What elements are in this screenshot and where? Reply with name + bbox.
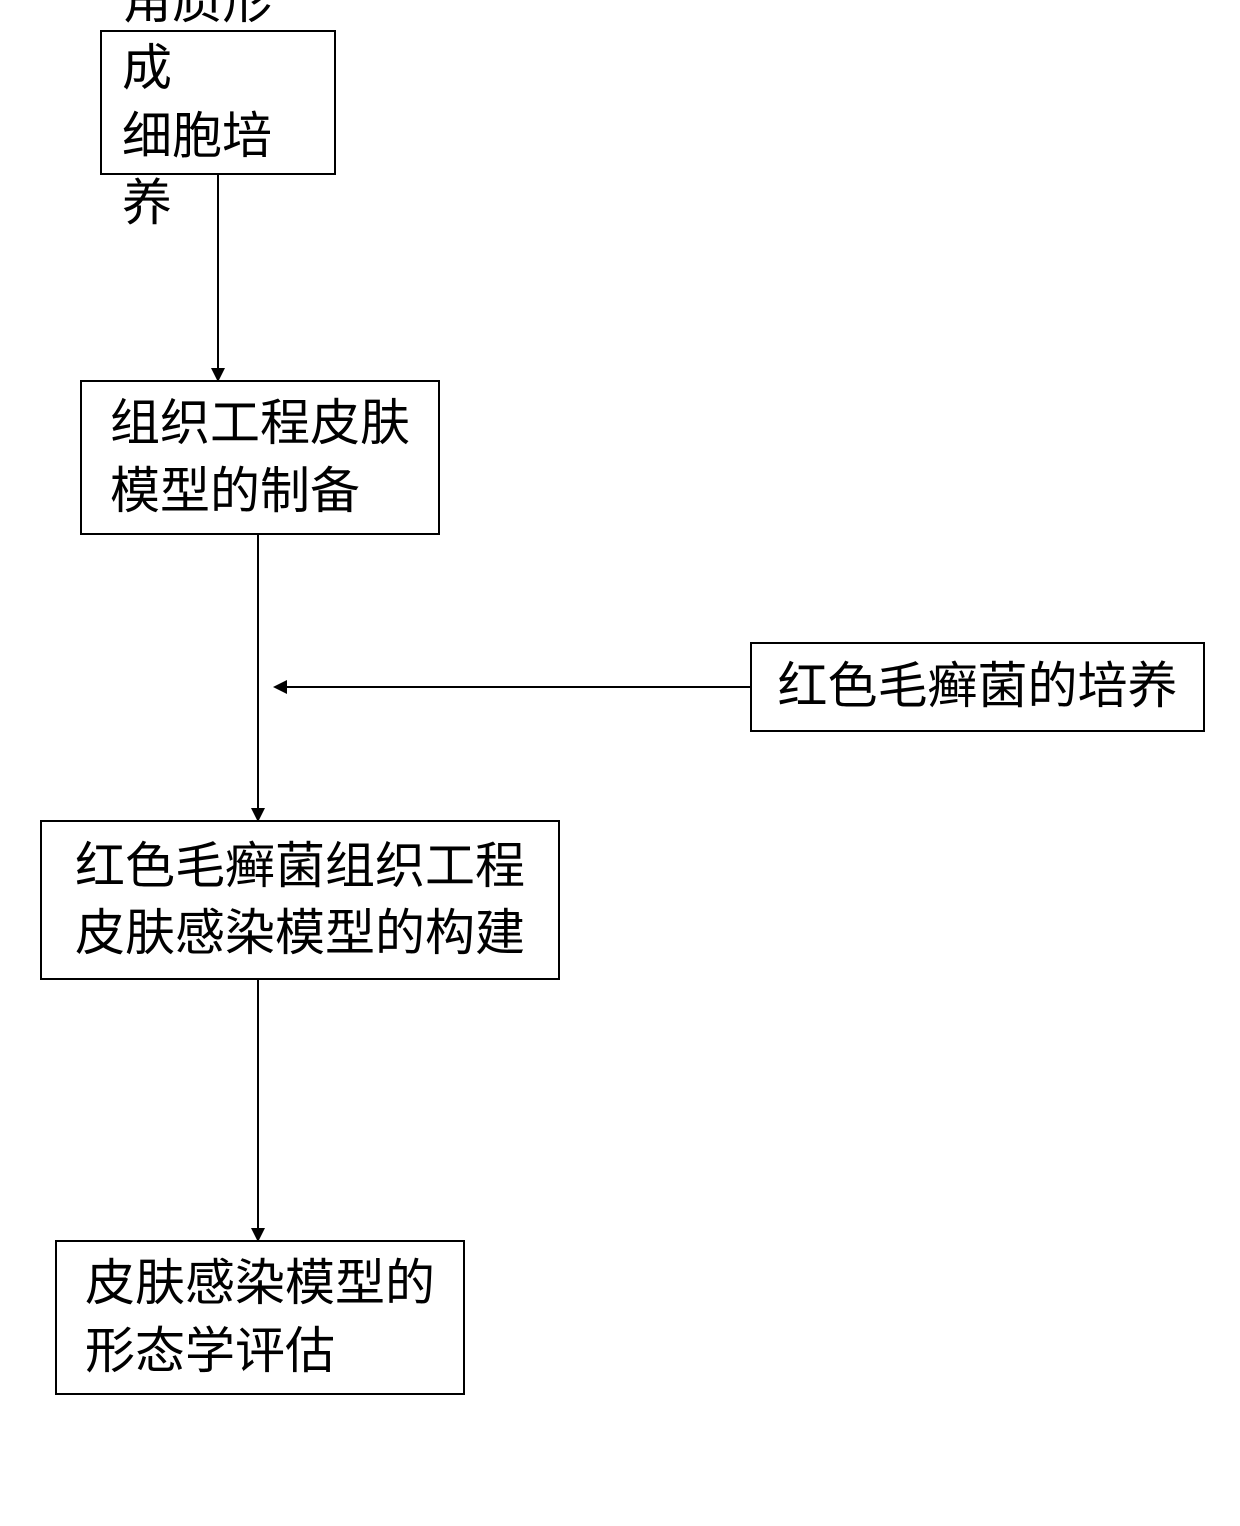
node-label: 皮肤感染模型的 形态学评估 bbox=[85, 1250, 435, 1385]
flowchart-node-n2: 组织工程皮肤 模型的制备 bbox=[80, 380, 440, 535]
node-label: 组织工程皮肤 模型的制备 bbox=[110, 390, 410, 525]
flowchart-container: 角质形成 细胞培养组织工程皮肤 模型的制备红色毛癣菌的培养红色毛癣菌组织工程 皮… bbox=[0, 0, 1240, 1526]
node-label: 红色毛癣菌的培养 bbox=[778, 653, 1178, 721]
flowchart-node-n1: 角质形成 细胞培养 bbox=[100, 30, 336, 175]
flowchart-node-n4: 红色毛癣菌组织工程 皮肤感染模型的构建 bbox=[40, 820, 560, 980]
flowchart-node-n3: 红色毛癣菌的培养 bbox=[750, 642, 1205, 732]
node-label: 红色毛癣菌组织工程 皮肤感染模型的构建 bbox=[75, 833, 525, 968]
flowchart-node-n5: 皮肤感染模型的 形态学评估 bbox=[55, 1240, 465, 1395]
node-label: 角质形成 细胞培养 bbox=[122, 0, 314, 238]
